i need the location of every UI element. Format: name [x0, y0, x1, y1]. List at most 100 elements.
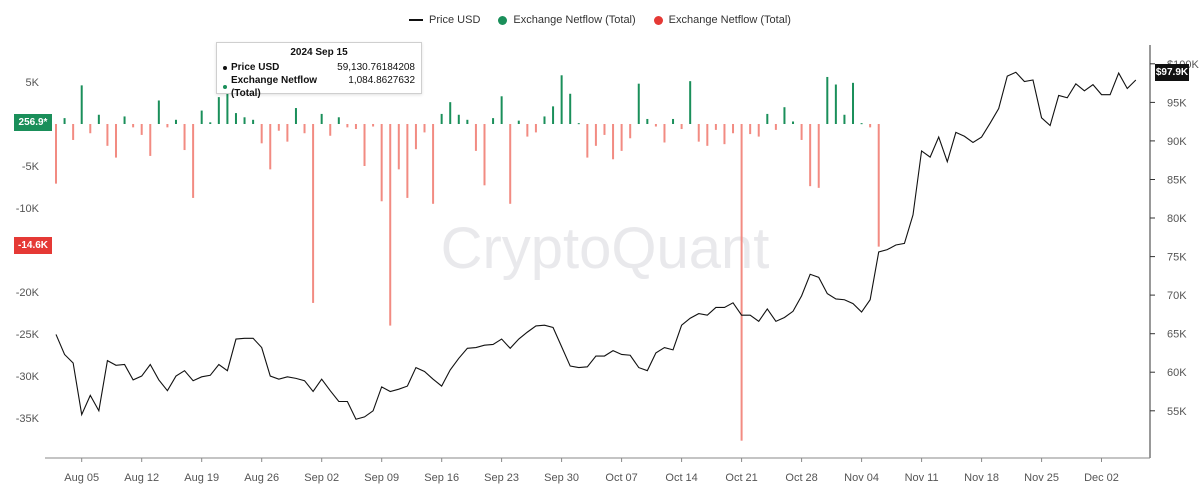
legend-item-price[interactable]: Price USD	[409, 14, 480, 26]
chart-legend: Price USD Exchange Netflow (Total) Excha…	[0, 12, 1200, 28]
x-tick-label: Oct 28	[785, 472, 817, 484]
netflow-bar	[166, 124, 169, 128]
netflow-bar	[423, 124, 426, 133]
netflow-bar	[80, 85, 83, 124]
netflow-bar	[500, 96, 503, 124]
legend-item-outflow[interactable]: Exchange Netflow (Total)	[653, 14, 791, 26]
netflow-bar	[449, 102, 452, 124]
legend-item-inflow[interactable]: Exchange Netflow (Total)	[498, 14, 636, 26]
netflow-bar	[723, 124, 726, 145]
price-line-swatch	[409, 19, 424, 21]
netflow-bar	[663, 124, 666, 143]
netflow-bar	[569, 93, 572, 124]
netflow-bar	[577, 123, 580, 125]
x-tick-label: Sep 23	[484, 472, 519, 484]
netflow-bar	[140, 124, 143, 135]
netflow-bar	[312, 124, 315, 303]
netflow-bar	[123, 116, 126, 124]
netflow-bar	[740, 124, 743, 441]
netflow-bar	[363, 124, 366, 166]
netflow-bar	[783, 107, 786, 124]
netflow-bar	[346, 124, 349, 128]
netflow-bar	[509, 124, 512, 204]
netflow-bar	[234, 113, 237, 124]
netflow-bar	[714, 124, 717, 130]
netflow-bar	[543, 116, 546, 124]
netflow-bar	[474, 124, 477, 151]
netflow-bar	[749, 124, 752, 135]
netflow-bar	[466, 119, 469, 124]
netflow-bar	[637, 83, 640, 124]
netflow-bar	[646, 118, 649, 124]
x-tick-label: Sep 09	[364, 472, 399, 484]
netflow-bar	[792, 121, 795, 124]
netflow-bar	[252, 119, 255, 124]
left-tick-label: -5K	[22, 161, 40, 173]
tooltip-price-label: Price USD	[231, 62, 280, 73]
netflow-bar	[277, 124, 280, 131]
tooltip-row-netflow: Exchange Netflow (Total) 1,084.8627632	[223, 74, 415, 100]
netflow-bar	[380, 124, 383, 202]
netflow-bar	[303, 124, 306, 134]
netflow-bar	[517, 120, 520, 124]
x-tick-label: Nov 11	[905, 472, 939, 484]
netflow-bar	[209, 122, 212, 124]
right-tick-label: 60K	[1167, 367, 1187, 379]
legend-label-price: Price USD	[429, 14, 481, 26]
netflow-bar	[654, 124, 657, 127]
netflow-bar	[217, 97, 220, 124]
x-tick-label: Sep 30	[544, 472, 579, 484]
x-tick-label: Nov 25	[1024, 472, 1059, 484]
netflow-bar	[106, 124, 109, 146]
netflow-negative-tag: -14.6K	[14, 237, 52, 254]
tooltip-price-value: 59,130.76184208	[337, 62, 415, 73]
netflow-bar	[629, 124, 632, 139]
right-tick-label: 95K	[1167, 97, 1187, 109]
netflow-bar	[372, 124, 375, 127]
netflow-bar	[243, 117, 246, 124]
netflow-bar	[492, 118, 495, 124]
netflow-bar	[269, 124, 272, 170]
price-line	[55, 71, 1137, 420]
x-tick-label: Sep 02	[304, 472, 339, 484]
x-tick-label: Nov 18	[964, 472, 999, 484]
netflow-bar	[586, 124, 589, 158]
netflow-bar	[869, 124, 872, 128]
netflow-bar	[183, 124, 186, 151]
netflow-bar	[594, 124, 597, 146]
x-tick-label: Nov 04	[844, 472, 879, 484]
left-tick-label: -25K	[16, 329, 40, 341]
x-tick-label: Sep 16	[424, 472, 459, 484]
netflow-bar	[397, 124, 400, 170]
netflow-bar	[406, 124, 409, 198]
netflow-bar	[800, 124, 803, 140]
netflow-bar	[766, 113, 769, 124]
x-tick-label: Oct 21	[725, 472, 757, 484]
right-tick-label: 70K	[1167, 290, 1187, 302]
netflow-bar	[72, 124, 75, 140]
netflow-bar	[689, 81, 692, 124]
netflow-bar	[757, 124, 760, 137]
x-tick-label: Aug 12	[124, 472, 159, 484]
x-tick-label: Aug 26	[244, 472, 279, 484]
netflow-bar	[432, 124, 435, 204]
left-tick-label: -30K	[16, 371, 40, 383]
netflow-bar	[612, 124, 615, 160]
right-tick-label: 75K	[1167, 252, 1187, 264]
netflow-bar	[320, 113, 323, 124]
netflow-bar	[877, 124, 880, 247]
x-tick-label: Aug 05	[64, 472, 99, 484]
netflow-bar	[337, 117, 340, 124]
netflow-bar	[226, 78, 229, 124]
netflow-bar	[132, 124, 135, 128]
netflow-bar	[817, 124, 820, 188]
right-tick-label: 90K	[1167, 136, 1187, 148]
left-tick-label: -20K	[16, 287, 40, 299]
netflow-bar	[680, 124, 683, 130]
netflow-bar	[89, 124, 92, 134]
left-tick-label: 5K	[26, 77, 40, 89]
tooltip-netflow-value: 1,084.8627632	[348, 75, 415, 86]
netflow-bar	[294, 108, 297, 124]
netflow-bar	[697, 124, 700, 142]
